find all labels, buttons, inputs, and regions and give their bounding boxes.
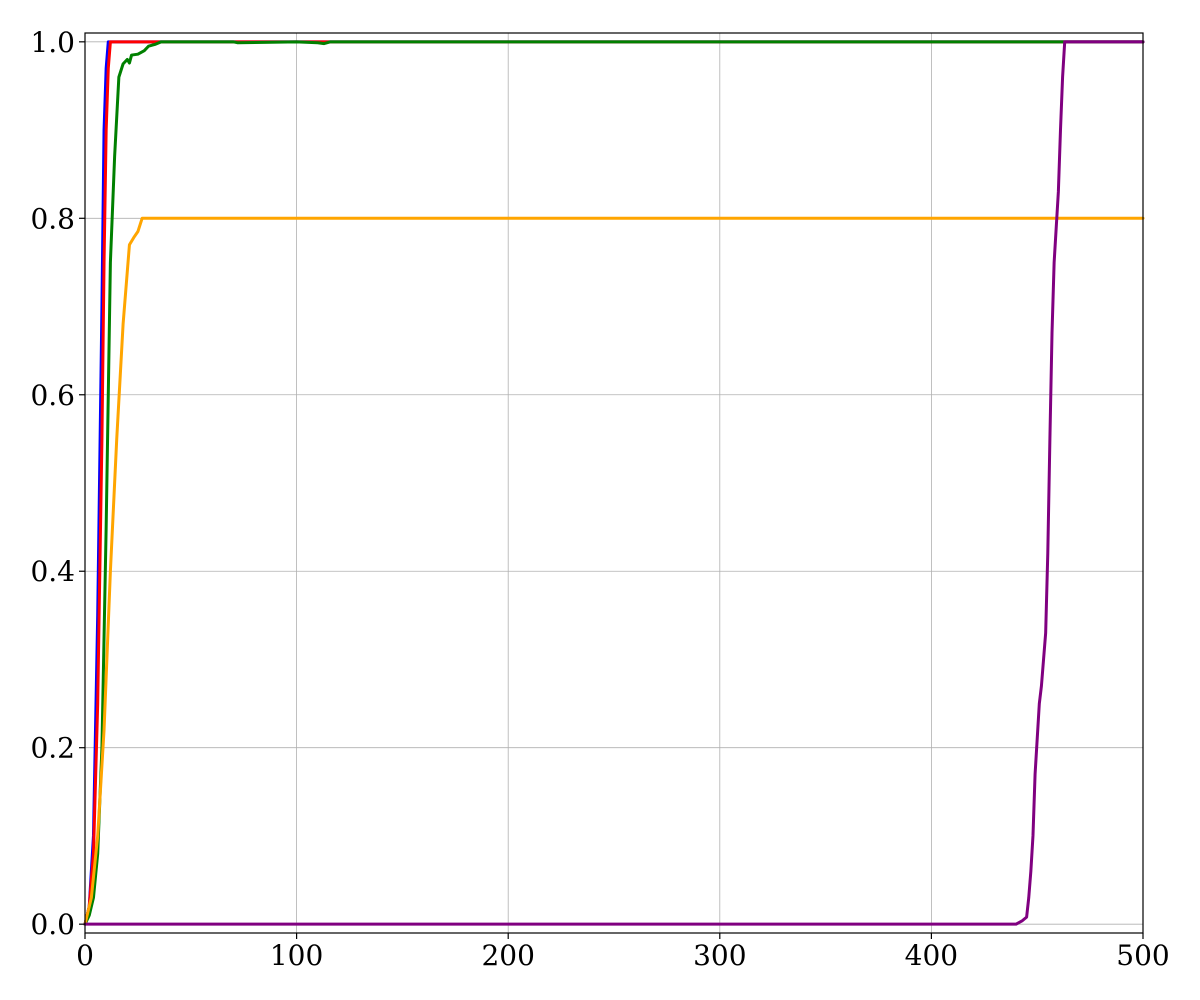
x-tick-label: 500 bbox=[1116, 939, 1169, 972]
y-tick-label: 0.2 bbox=[30, 732, 75, 765]
y-axis: 0.0 0.2 0.4 0.6 0.8 1.0 bbox=[30, 26, 85, 941]
series-line-1 bbox=[83, 40, 1145, 926]
grid bbox=[84, 33, 1144, 933]
series-line-4 bbox=[83, 216, 1145, 926]
series-line-3 bbox=[83, 40, 1145, 926]
plot-area bbox=[83, 40, 1145, 926]
x-tick-label: 300 bbox=[693, 939, 746, 972]
x-tick-label: 200 bbox=[481, 939, 534, 972]
y-tick-label: 1.0 bbox=[30, 26, 75, 59]
series-line-2 bbox=[83, 40, 1145, 926]
y-tick-label: 0.0 bbox=[30, 908, 75, 941]
y-tick-label: 0.6 bbox=[30, 379, 75, 412]
axes-frame bbox=[84, 32, 1144, 934]
x-tick-label: 100 bbox=[270, 939, 323, 972]
x-tick-label: 0 bbox=[76, 939, 94, 972]
x-axis: 0 100 200 300 400 500 bbox=[76, 933, 1170, 972]
x-tick-label: 400 bbox=[905, 939, 958, 972]
y-tick-label: 0.4 bbox=[30, 555, 75, 588]
y-tick-label: 0.8 bbox=[30, 202, 75, 235]
series-line-5 bbox=[83, 40, 1145, 926]
